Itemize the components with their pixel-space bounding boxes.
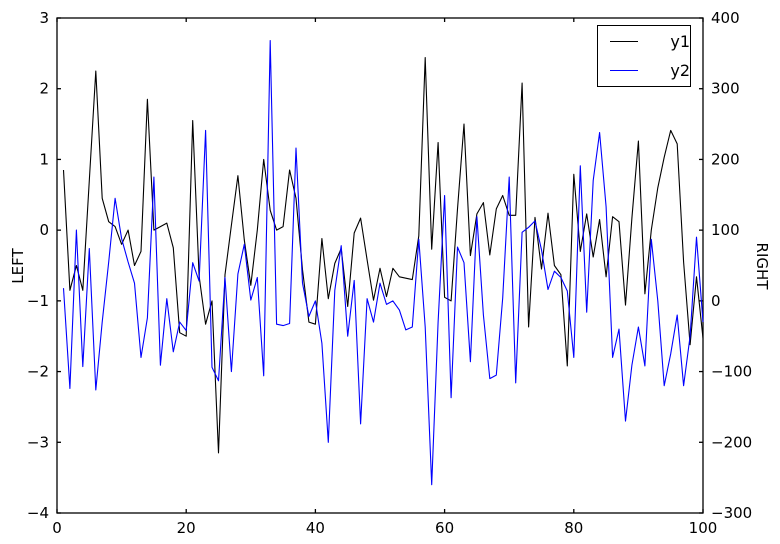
svg-text:−4: −4 xyxy=(27,504,49,522)
y1-line-swatch xyxy=(610,41,638,43)
svg-text:−2: −2 xyxy=(27,363,49,381)
legend: y1 y2 xyxy=(597,25,691,87)
svg-text:3: 3 xyxy=(39,9,49,27)
svg-text:100: 100 xyxy=(711,221,740,239)
svg-text:2: 2 xyxy=(39,80,49,98)
svg-text:−1: −1 xyxy=(27,292,49,310)
left-axis-title: LEFT xyxy=(9,248,27,284)
svg-text:60: 60 xyxy=(435,519,454,537)
svg-text:0: 0 xyxy=(711,292,721,310)
right-axis-ticks xyxy=(699,17,703,514)
y1-line xyxy=(62,57,704,454)
svg-text:40: 40 xyxy=(306,519,325,537)
legend-entry-y1: y1 xyxy=(598,29,690,55)
svg-text:−3: −3 xyxy=(27,433,49,451)
svg-text:80: 80 xyxy=(564,519,583,537)
svg-text:20: 20 xyxy=(177,519,196,537)
svg-text:−300: −300 xyxy=(711,504,752,522)
y2-line-swatch xyxy=(610,69,638,71)
x-axis-tick-labels: 0 20 40 60 80 100 xyxy=(52,519,717,537)
legend-label-y1: y1 xyxy=(670,32,690,52)
right-axis-tick-labels: 400 300 200 100 0 −100 −200 −300 xyxy=(711,9,752,522)
svg-text:0: 0 xyxy=(39,221,49,239)
svg-text:400: 400 xyxy=(711,9,740,27)
legend-label-y2: y2 xyxy=(670,60,690,80)
x-axis-ticks xyxy=(56,18,704,513)
left-axis-tick-labels: 3 2 1 0 −1 −2 −3 −4 xyxy=(27,9,49,522)
svg-text:0: 0 xyxy=(52,519,62,537)
axes-frame xyxy=(56,17,704,514)
svg-text:1: 1 xyxy=(39,150,49,168)
svg-text:200: 200 xyxy=(711,150,740,168)
y2-line xyxy=(62,40,704,486)
svg-text:−100: −100 xyxy=(711,363,752,381)
left-axis-ticks xyxy=(57,17,61,514)
legend-entry-y2: y2 xyxy=(598,57,690,83)
svg-text:300: 300 xyxy=(711,80,740,98)
right-axis-title: RIGHT xyxy=(753,242,771,290)
svg-text:−200: −200 xyxy=(711,433,752,451)
svg-text:100: 100 xyxy=(689,519,718,537)
